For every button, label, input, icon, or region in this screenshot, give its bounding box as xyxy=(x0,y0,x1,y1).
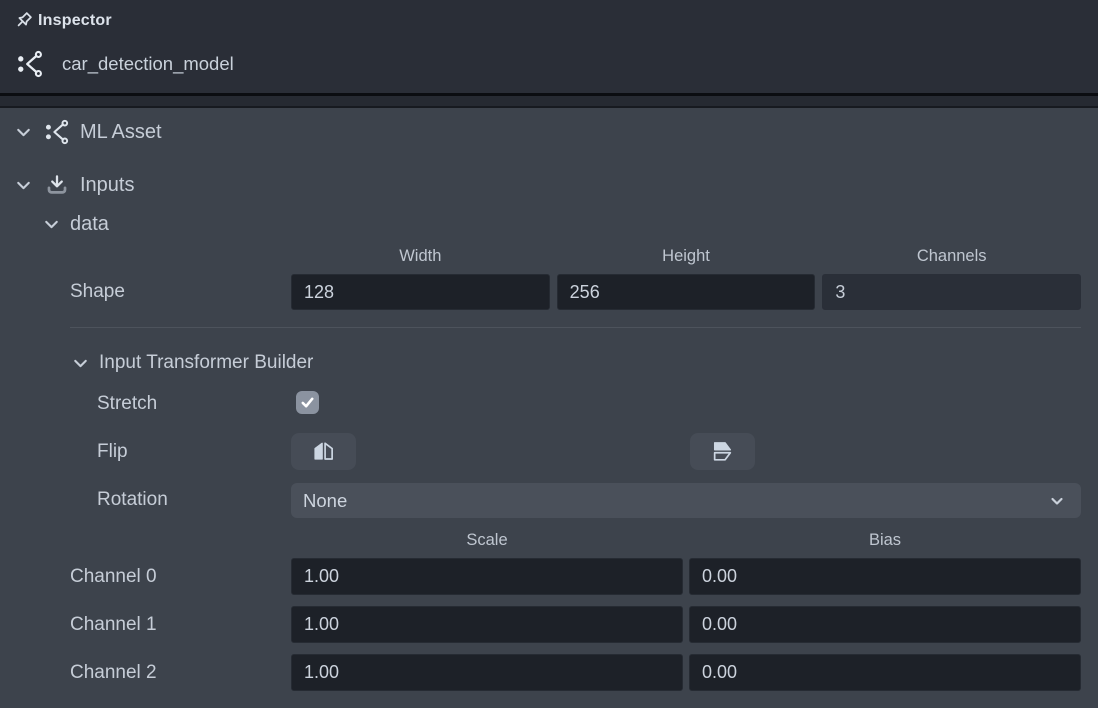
chevron-down-icon[interactable] xyxy=(41,214,62,235)
flip-horizontal-icon xyxy=(311,440,336,463)
channel-1-scale-input[interactable] xyxy=(291,606,683,643)
ml-asset-label: ML Asset xyxy=(80,120,162,143)
rotation-dropdown[interactable]: None xyxy=(291,483,1081,518)
header-separator xyxy=(0,93,1098,96)
panel-title: Inspector xyxy=(38,12,112,29)
input-transformer-builder-label: Input Transformer Builder xyxy=(99,352,314,373)
channel-2-bias-input[interactable] xyxy=(689,654,1081,691)
rotation-value: None xyxy=(303,489,348,511)
column-header-height: Height xyxy=(662,247,710,265)
channel-0-row xyxy=(291,558,1081,595)
channel-2-row xyxy=(291,654,1081,691)
flip-label: Flip xyxy=(97,441,128,462)
channel-1-bias-input[interactable] xyxy=(689,606,1081,643)
pin-icon[interactable] xyxy=(10,9,35,34)
column-header-width: Width xyxy=(399,247,442,265)
shape-channels-input xyxy=(822,274,1082,310)
shape-label: Shape xyxy=(70,281,125,302)
channel-2-label: Channel 2 xyxy=(70,662,157,683)
import-download-icon xyxy=(44,172,70,198)
model-graph-icon xyxy=(44,119,70,145)
foldout-input-transformer-builder[interactable]: Input Transformer Builder xyxy=(70,345,313,381)
checkmark-icon xyxy=(300,395,315,410)
foldout-inputs[interactable]: Inputs xyxy=(13,167,134,203)
header-separator-strip xyxy=(0,96,1098,106)
inputs-label: Inputs xyxy=(80,173,135,196)
column-header-scale: Scale xyxy=(466,531,508,549)
section-divider xyxy=(70,327,1081,328)
column-header-channels: Channels xyxy=(916,247,987,265)
channel-column-headers: Scale Bias xyxy=(291,531,1081,550)
shape-inputs xyxy=(291,274,1082,310)
channel-0-scale-input[interactable] xyxy=(291,558,683,595)
shape-height-input[interactable] xyxy=(556,274,816,310)
channel-0-bias-input[interactable] xyxy=(689,558,1081,595)
flip-horizontal-button[interactable] xyxy=(291,433,356,470)
column-header-bias: Bias xyxy=(868,531,902,549)
stretch-checkbox[interactable] xyxy=(296,391,319,414)
channel-1-label: Channel 1 xyxy=(70,614,157,635)
channel-1-row xyxy=(291,606,1081,643)
rotation-label: Rotation xyxy=(97,489,168,510)
chevron-down-icon[interactable] xyxy=(13,175,34,196)
chevron-down-icon[interactable] xyxy=(13,122,34,143)
chevron-down-icon[interactable] xyxy=(70,353,91,374)
content-top-edge xyxy=(0,106,1098,108)
flip-vertical-icon xyxy=(710,440,735,463)
inspector-header: Inspector car_detection_model xyxy=(0,0,1098,93)
chevron-down-icon xyxy=(1047,491,1067,511)
foldout-data[interactable]: data xyxy=(41,206,109,242)
shape-column-headers: Width Height Channels xyxy=(291,247,1081,266)
data-label: data xyxy=(70,212,109,235)
asset-header-row: car_detection_model xyxy=(16,46,234,82)
stretch-label: Stretch xyxy=(97,393,158,414)
flip-vertical-button[interactable] xyxy=(690,433,755,470)
channel-0-label: Channel 0 xyxy=(70,566,157,587)
shape-width-input[interactable] xyxy=(291,274,550,310)
inspector-title-row: Inspector xyxy=(10,6,112,36)
channel-2-scale-input[interactable] xyxy=(291,654,683,691)
model-graph-icon xyxy=(16,50,44,78)
foldout-ml-asset[interactable]: ML Asset xyxy=(13,114,162,150)
asset-name: car_detection_model xyxy=(62,53,234,74)
